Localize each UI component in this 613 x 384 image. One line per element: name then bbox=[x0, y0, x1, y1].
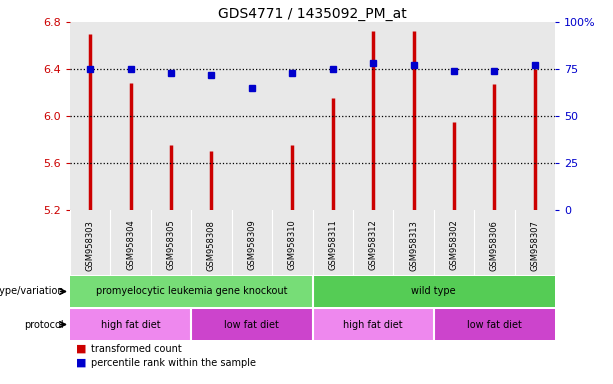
Text: GSM958304: GSM958304 bbox=[126, 220, 135, 270]
Text: GSM958306: GSM958306 bbox=[490, 220, 499, 271]
Text: GSM958313: GSM958313 bbox=[409, 220, 418, 271]
Text: GSM958311: GSM958311 bbox=[328, 220, 337, 270]
Text: transformed count: transformed count bbox=[91, 344, 182, 354]
Text: GSM958309: GSM958309 bbox=[248, 220, 256, 270]
Text: wild type: wild type bbox=[411, 286, 456, 296]
Bar bbox=[70, 309, 191, 340]
Text: ■: ■ bbox=[76, 358, 86, 368]
Text: GSM958310: GSM958310 bbox=[287, 220, 297, 270]
Text: genotype/variation: genotype/variation bbox=[0, 286, 64, 296]
Text: GSM958308: GSM958308 bbox=[207, 220, 216, 271]
Text: GSM958312: GSM958312 bbox=[368, 220, 378, 270]
Bar bbox=[313, 309, 434, 340]
Text: GSM958305: GSM958305 bbox=[167, 220, 175, 270]
Text: ■: ■ bbox=[76, 344, 86, 354]
Text: low fat diet: low fat diet bbox=[224, 319, 280, 329]
Bar bbox=[434, 309, 555, 340]
Text: low fat diet: low fat diet bbox=[467, 319, 522, 329]
Bar bbox=[313, 276, 555, 307]
Text: GSM958302: GSM958302 bbox=[449, 220, 459, 270]
Bar bbox=[191, 309, 313, 340]
Text: high fat diet: high fat diet bbox=[101, 319, 161, 329]
Text: GSM958307: GSM958307 bbox=[530, 220, 539, 271]
Text: protocol: protocol bbox=[25, 319, 64, 329]
Text: GSM958303: GSM958303 bbox=[86, 220, 94, 271]
Text: promyelocytic leukemia gene knockout: promyelocytic leukemia gene knockout bbox=[96, 286, 287, 296]
Bar bbox=[70, 276, 313, 307]
Text: percentile rank within the sample: percentile rank within the sample bbox=[91, 358, 256, 368]
Text: high fat diet: high fat diet bbox=[343, 319, 403, 329]
Title: GDS4771 / 1435092_PM_at: GDS4771 / 1435092_PM_at bbox=[218, 7, 407, 21]
